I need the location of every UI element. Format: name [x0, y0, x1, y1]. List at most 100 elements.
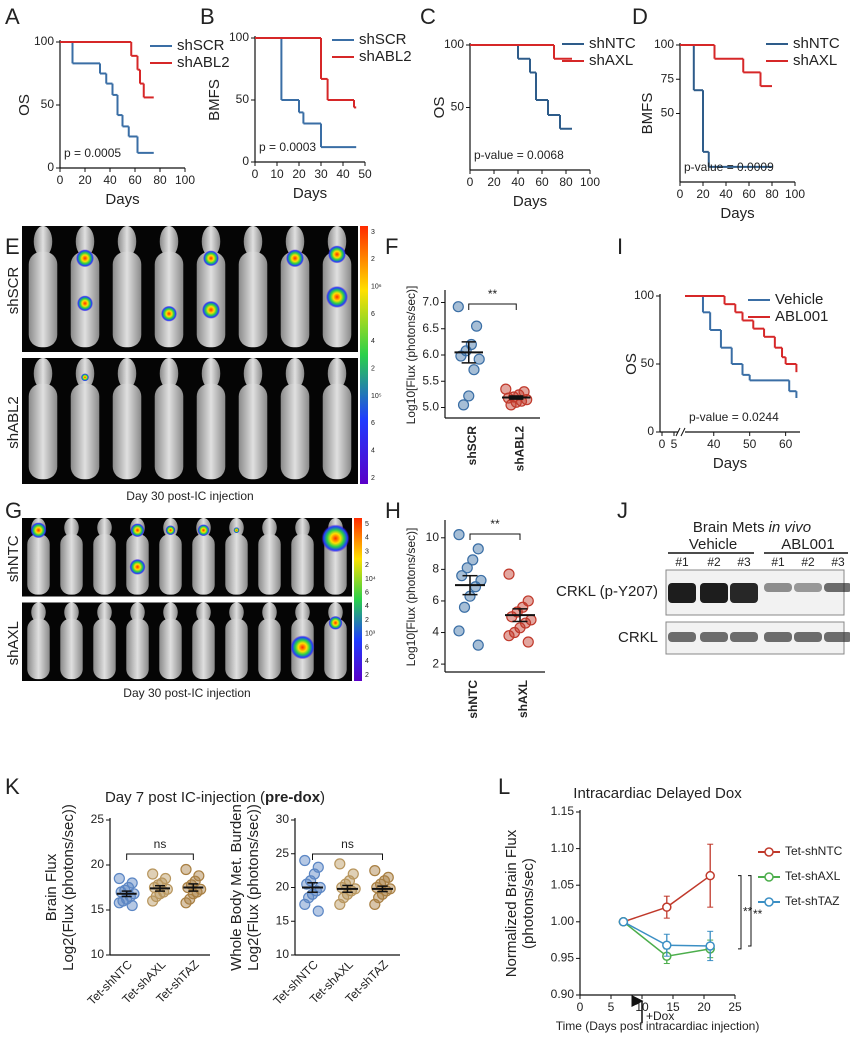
- x-tick-label: 40: [511, 175, 525, 189]
- x-tick-label: shNTC: [466, 680, 480, 719]
- signal: [328, 245, 346, 264]
- band: [700, 583, 728, 603]
- signal: [203, 250, 219, 267]
- mouse-body: [192, 618, 215, 680]
- y-tick-label: 6.0: [422, 347, 439, 361]
- x-tick-label: 0: [659, 437, 666, 451]
- point: [452, 301, 464, 313]
- mouse-head: [117, 226, 137, 257]
- y-axis-label: Brain Flux: [43, 853, 60, 921]
- mouse-body: [258, 618, 281, 680]
- mouse-head: [196, 602, 211, 623]
- signal: [290, 635, 315, 660]
- legend-label: shABL2: [177, 54, 230, 71]
- panel-letter: H: [385, 498, 401, 523]
- x-tick-label: 20: [696, 187, 710, 201]
- y-tick-label: 1.05: [551, 877, 575, 891]
- point: [467, 554, 479, 566]
- point: [455, 350, 467, 362]
- y-tick-label: 1.10: [551, 841, 575, 855]
- band: [794, 583, 822, 592]
- y-axis-label: OS: [431, 97, 448, 119]
- y-tick-label: 7.0: [422, 295, 439, 309]
- legend-label: shNTC: [589, 35, 636, 52]
- mouse-head: [295, 602, 310, 623]
- mouse-body: [196, 383, 226, 480]
- colorbar-label: 2: [371, 256, 375, 263]
- y-tick-label: 5.0: [422, 400, 439, 414]
- sig-label: **: [490, 517, 500, 531]
- y-tick-label: 1.15: [551, 804, 575, 818]
- point: [147, 895, 159, 907]
- signal: [81, 373, 89, 382]
- y-axis-label: Whole Body Met. Burden: [228, 804, 245, 971]
- mouse-body: [196, 251, 226, 348]
- mouse-body: [238, 251, 268, 348]
- point: [705, 941, 715, 951]
- y-tick-label: 6.5: [422, 321, 439, 335]
- mouse-body: [27, 534, 50, 595]
- mouse-head: [130, 602, 145, 623]
- point: [180, 897, 192, 909]
- blot-title-main: Brain Mets: [693, 519, 765, 536]
- y-tick-label: 100: [229, 30, 249, 44]
- mouse-body: [258, 534, 281, 595]
- y-axis-label: OS: [16, 94, 33, 116]
- y-tick-label: 20: [276, 880, 290, 894]
- signal: [326, 285, 348, 308]
- mouse-body: [154, 251, 184, 348]
- x-axis-label: Days: [513, 193, 547, 210]
- point: [705, 870, 715, 881]
- x-tick-label: 100: [580, 175, 600, 189]
- band: [730, 583, 758, 603]
- colorbar-label: 6: [365, 589, 369, 596]
- signal: [129, 558, 146, 575]
- x-tick-label: 20: [78, 173, 92, 187]
- sig-bracket: [126, 853, 194, 860]
- row-label: shABL2: [5, 396, 22, 449]
- mouse-head: [75, 226, 95, 257]
- colorbar: [354, 518, 362, 681]
- point: [662, 902, 672, 912]
- row-label: CRKL: [618, 629, 658, 646]
- band: [668, 583, 696, 603]
- caption: Day 30 post-IC injection: [126, 489, 253, 503]
- x-tick-label: shABL2: [512, 426, 526, 472]
- p-value: p-value = 0.0068: [474, 148, 564, 162]
- y-axis-label: (photons/sec): [520, 858, 537, 949]
- legend-label: shSCR: [177, 37, 225, 54]
- mouse-head: [97, 518, 112, 538]
- point: [662, 940, 672, 950]
- mouse-head: [31, 602, 46, 623]
- lane-label: #1: [771, 555, 785, 569]
- colorbar-label: 5: [365, 521, 369, 528]
- x-tick-label: 20: [487, 175, 501, 189]
- mouse-head: [33, 226, 53, 257]
- mouse-body: [280, 251, 310, 348]
- chart-title: Intracardiac Delayed Dox: [573, 785, 742, 802]
- signal: [328, 615, 343, 630]
- mouse-head: [64, 518, 79, 538]
- point: [468, 364, 480, 376]
- row-label: CRKL (p-Y207): [556, 583, 658, 600]
- panel-letter: G: [5, 498, 22, 523]
- legend-label: ABL001: [775, 308, 828, 325]
- y-tick-label: 50: [641, 356, 655, 370]
- point: [299, 898, 311, 910]
- colorbar-label: 4: [365, 535, 369, 542]
- mouse-head: [117, 358, 137, 389]
- point: [461, 562, 473, 574]
- legend-label: shSCR: [359, 31, 407, 48]
- point: [113, 872, 125, 885]
- group-label: Vehicle: [689, 536, 737, 553]
- x-tick-label: 0: [467, 175, 474, 189]
- lane-label: #3: [737, 555, 751, 569]
- y-tick-label: 25: [276, 846, 290, 860]
- axis-break: [675, 427, 686, 437]
- mouse-head: [163, 602, 178, 623]
- colorbar-label: 2: [365, 617, 369, 624]
- panel-letter: I: [617, 234, 623, 259]
- colorbar-label: 4: [365, 658, 369, 665]
- point: [473, 353, 485, 365]
